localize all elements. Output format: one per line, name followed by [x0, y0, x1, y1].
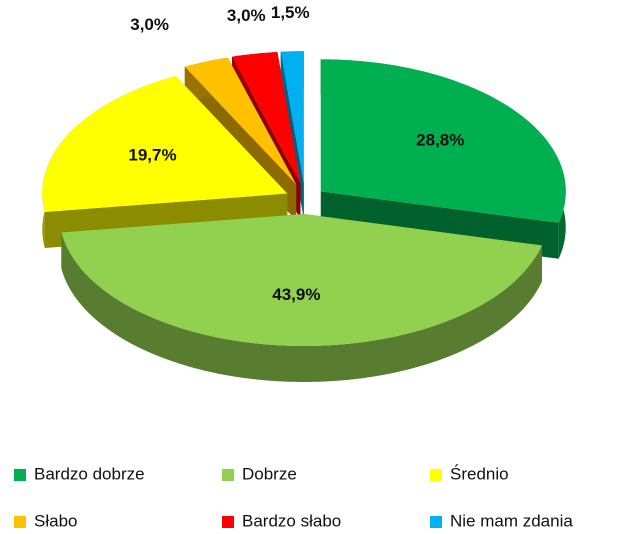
legend-label: Nie mam zdania: [450, 511, 573, 530]
legend-label: Średnio: [450, 464, 509, 483]
data-label: 19,7%: [128, 145, 176, 164]
slice: [320, 59, 566, 223]
data-label: 43,9%: [272, 285, 320, 304]
slice: [61, 213, 542, 346]
legend-swatch: [14, 516, 26, 528]
legend-label: Dobrze: [242, 464, 297, 483]
slice: [184, 57, 297, 185]
legend-swatch: [14, 469, 26, 481]
legend-label: Bardzo dobrze: [34, 464, 145, 483]
legend-swatch: [430, 469, 442, 481]
data-label: 1,5%: [271, 3, 310, 22]
data-label: 3,0%: [227, 6, 266, 25]
slice: [232, 52, 301, 184]
pie: 28,8% 43,9% 19,7% 3,0% 3,0% 1,5%: [42, 3, 566, 382]
slice-side: [61, 232, 542, 382]
legend-label: Słabo: [34, 511, 77, 530]
slice: [42, 75, 288, 212]
data-label: 28,8%: [416, 130, 464, 149]
data-label: 3,0%: [130, 15, 169, 34]
slice: [280, 51, 304, 184]
legend: Bardzo dobrze Dobrze Średnio Słabo Bardzo sł…: [14, 464, 573, 530]
legend-label: Bardzo słabo: [242, 511, 341, 530]
legend-swatch: [430, 516, 442, 528]
legend-swatch: [222, 469, 234, 481]
legend-swatch: [222, 516, 234, 528]
